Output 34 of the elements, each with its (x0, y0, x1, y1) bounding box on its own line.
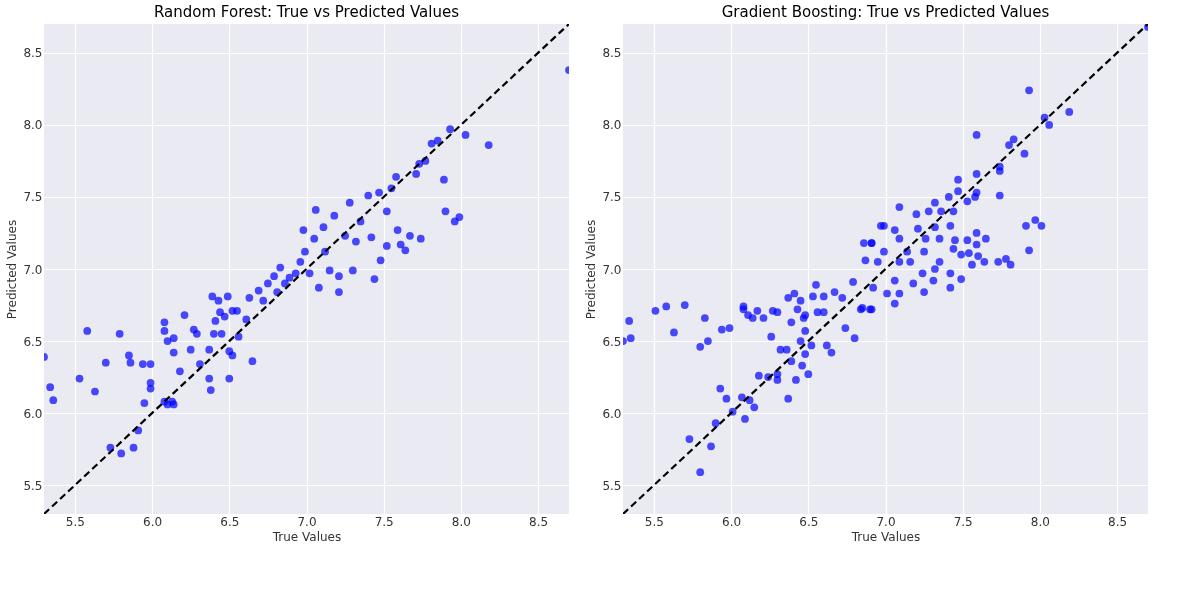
y-tick-label: 8.5 (602, 46, 622, 61)
y-tick-label: 6.0 (23, 406, 43, 421)
y-tick-label: 6.5 (23, 334, 43, 349)
x-tick-label: 7.0 (297, 514, 317, 529)
y-tick-label: 8.5 (23, 46, 43, 61)
y-axis-title: Predicted Values (584, 219, 599, 320)
y-tick-label: 6.0 (602, 406, 622, 421)
x-axis-title: True Values (850, 529, 921, 544)
chart-title: Gradient Boosting: True vs Predicted Values (721, 3, 1050, 21)
x-tick-label: 7.0 (876, 514, 896, 529)
x-tick-label: 8.0 (451, 514, 471, 529)
y-axis-title: Predicted Values (5, 219, 20, 320)
x-tick-label: 6.5 (220, 514, 240, 529)
x-tick-label: 8.5 (529, 514, 549, 529)
y-tick-label: 7.5 (23, 190, 43, 205)
x-tick-label: 6.0 (722, 514, 742, 529)
y-tick-label: 7.5 (602, 190, 622, 205)
y-tick-label: 8.0 (602, 118, 622, 133)
x-axis-title: True Values (271, 529, 342, 544)
x-tick-label: 7.5 (953, 514, 973, 529)
y-tick-label: 5.5 (602, 478, 622, 493)
x-tick-label: 6.5 (799, 514, 819, 529)
x-tick-label: 8.5 (1108, 514, 1128, 529)
x-tick-label: 6.0 (143, 514, 163, 529)
y-tick-label: 8.0 (23, 118, 43, 133)
x-tick-label: 5.5 (644, 514, 664, 529)
x-tick-label: 8.0 (1030, 514, 1050, 529)
y-tick-label: 5.5 (23, 478, 43, 493)
chart-title: Random Forest: True vs Predicted Values (153, 3, 460, 21)
y-tick-label: 6.5 (602, 334, 622, 349)
y-tick-label: 7.0 (23, 262, 43, 277)
y-tick-label: 7.0 (602, 262, 622, 277)
x-tick-label: 5.5 (65, 514, 85, 529)
x-tick-label: 7.5 (374, 514, 394, 529)
